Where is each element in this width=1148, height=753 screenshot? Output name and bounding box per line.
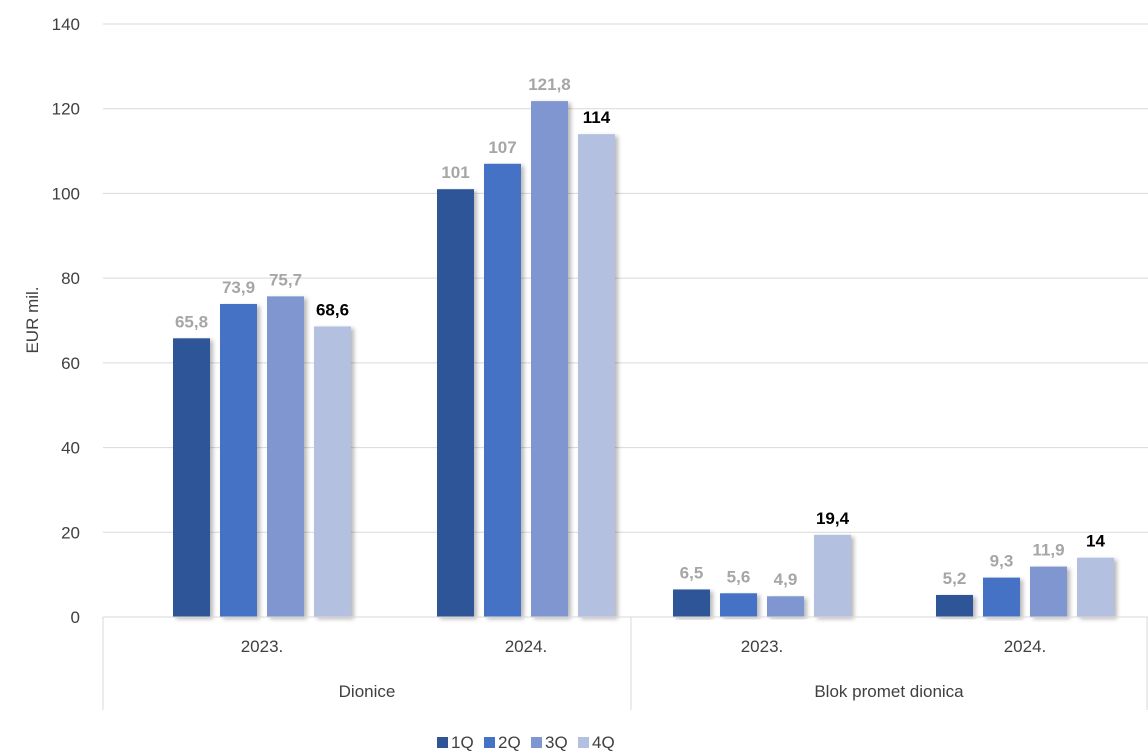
bar [267, 296, 304, 617]
data-label: 73,9 [222, 278, 255, 297]
legend-label: 2Q [498, 733, 521, 752]
data-label: 107 [488, 138, 516, 157]
y-tick-label: 20 [61, 523, 80, 542]
legend-swatch [531, 737, 542, 748]
data-label: 68,6 [316, 300, 349, 319]
data-label: 6,5 [680, 563, 704, 582]
y-tick-label: 80 [61, 269, 80, 288]
data-label: 4,9 [774, 570, 798, 589]
y-tick-label: 100 [52, 184, 80, 203]
bar [578, 134, 615, 617]
bar [1077, 557, 1114, 617]
data-labels: 65,8 73,9 75,7 68,6 101 107 121,8 114 6,5 5,6 4,9 1… [175, 75, 1106, 589]
legend-swatch [578, 737, 589, 748]
data-label: 75,7 [269, 270, 302, 289]
bar [173, 338, 210, 617]
bar [720, 593, 757, 617]
bar [531, 101, 568, 618]
data-label: 9,3 [990, 552, 1014, 571]
bars [173, 101, 1114, 618]
x-tick-label: 2023. [241, 637, 284, 656]
x-tick-label: 2023. [741, 637, 784, 656]
data-label: 5,6 [727, 567, 751, 586]
bar [983, 577, 1020, 617]
y-axis-title: EUR mil. [23, 286, 42, 353]
bar [767, 596, 804, 617]
legend-label: 1Q [451, 733, 474, 752]
data-label: 11,9 [1032, 541, 1064, 560]
data-label: 19,4 [816, 509, 850, 528]
y-tick-label: 40 [61, 439, 80, 458]
data-label: 114 [583, 108, 611, 127]
y-tick-label: 0 [71, 608, 80, 627]
data-label: 65,8 [175, 312, 208, 331]
bar [814, 534, 851, 617]
bar [314, 326, 351, 617]
y-axis-ticks: 0 20 40 60 80 100 120 140 [52, 15, 80, 627]
y-tick-label: 120 [52, 100, 80, 119]
bar [437, 189, 474, 617]
legend-swatch [484, 737, 495, 748]
bar [220, 303, 257, 617]
legend-swatch [437, 737, 448, 748]
gridlines [103, 23, 1148, 618]
x-axis: 2023. 2024. 2023. 2024. Dionice Blok promet d… [102, 616, 1148, 710]
y-tick-label: 60 [61, 354, 80, 373]
x-group-label: Dionice [339, 682, 396, 701]
bar [1030, 566, 1067, 617]
data-label: 14 [1086, 532, 1105, 551]
y-tick-label: 140 [52, 15, 80, 34]
x-tick-label: 2024. [1004, 637, 1047, 656]
bar [484, 163, 521, 617]
bar [936, 594, 973, 617]
x-group-label: Blok promet dionica [814, 682, 964, 701]
data-label: 101 [441, 163, 469, 182]
legend: 1Q 2Q 3Q 4Q [437, 733, 615, 752]
legend-label: 4Q [592, 733, 615, 752]
data-label: 5,2 [943, 569, 967, 588]
x-tick-label: 2024. [505, 637, 548, 656]
bar [673, 589, 710, 617]
data-label: 121,8 [528, 75, 571, 94]
legend-label: 3Q [545, 733, 568, 752]
